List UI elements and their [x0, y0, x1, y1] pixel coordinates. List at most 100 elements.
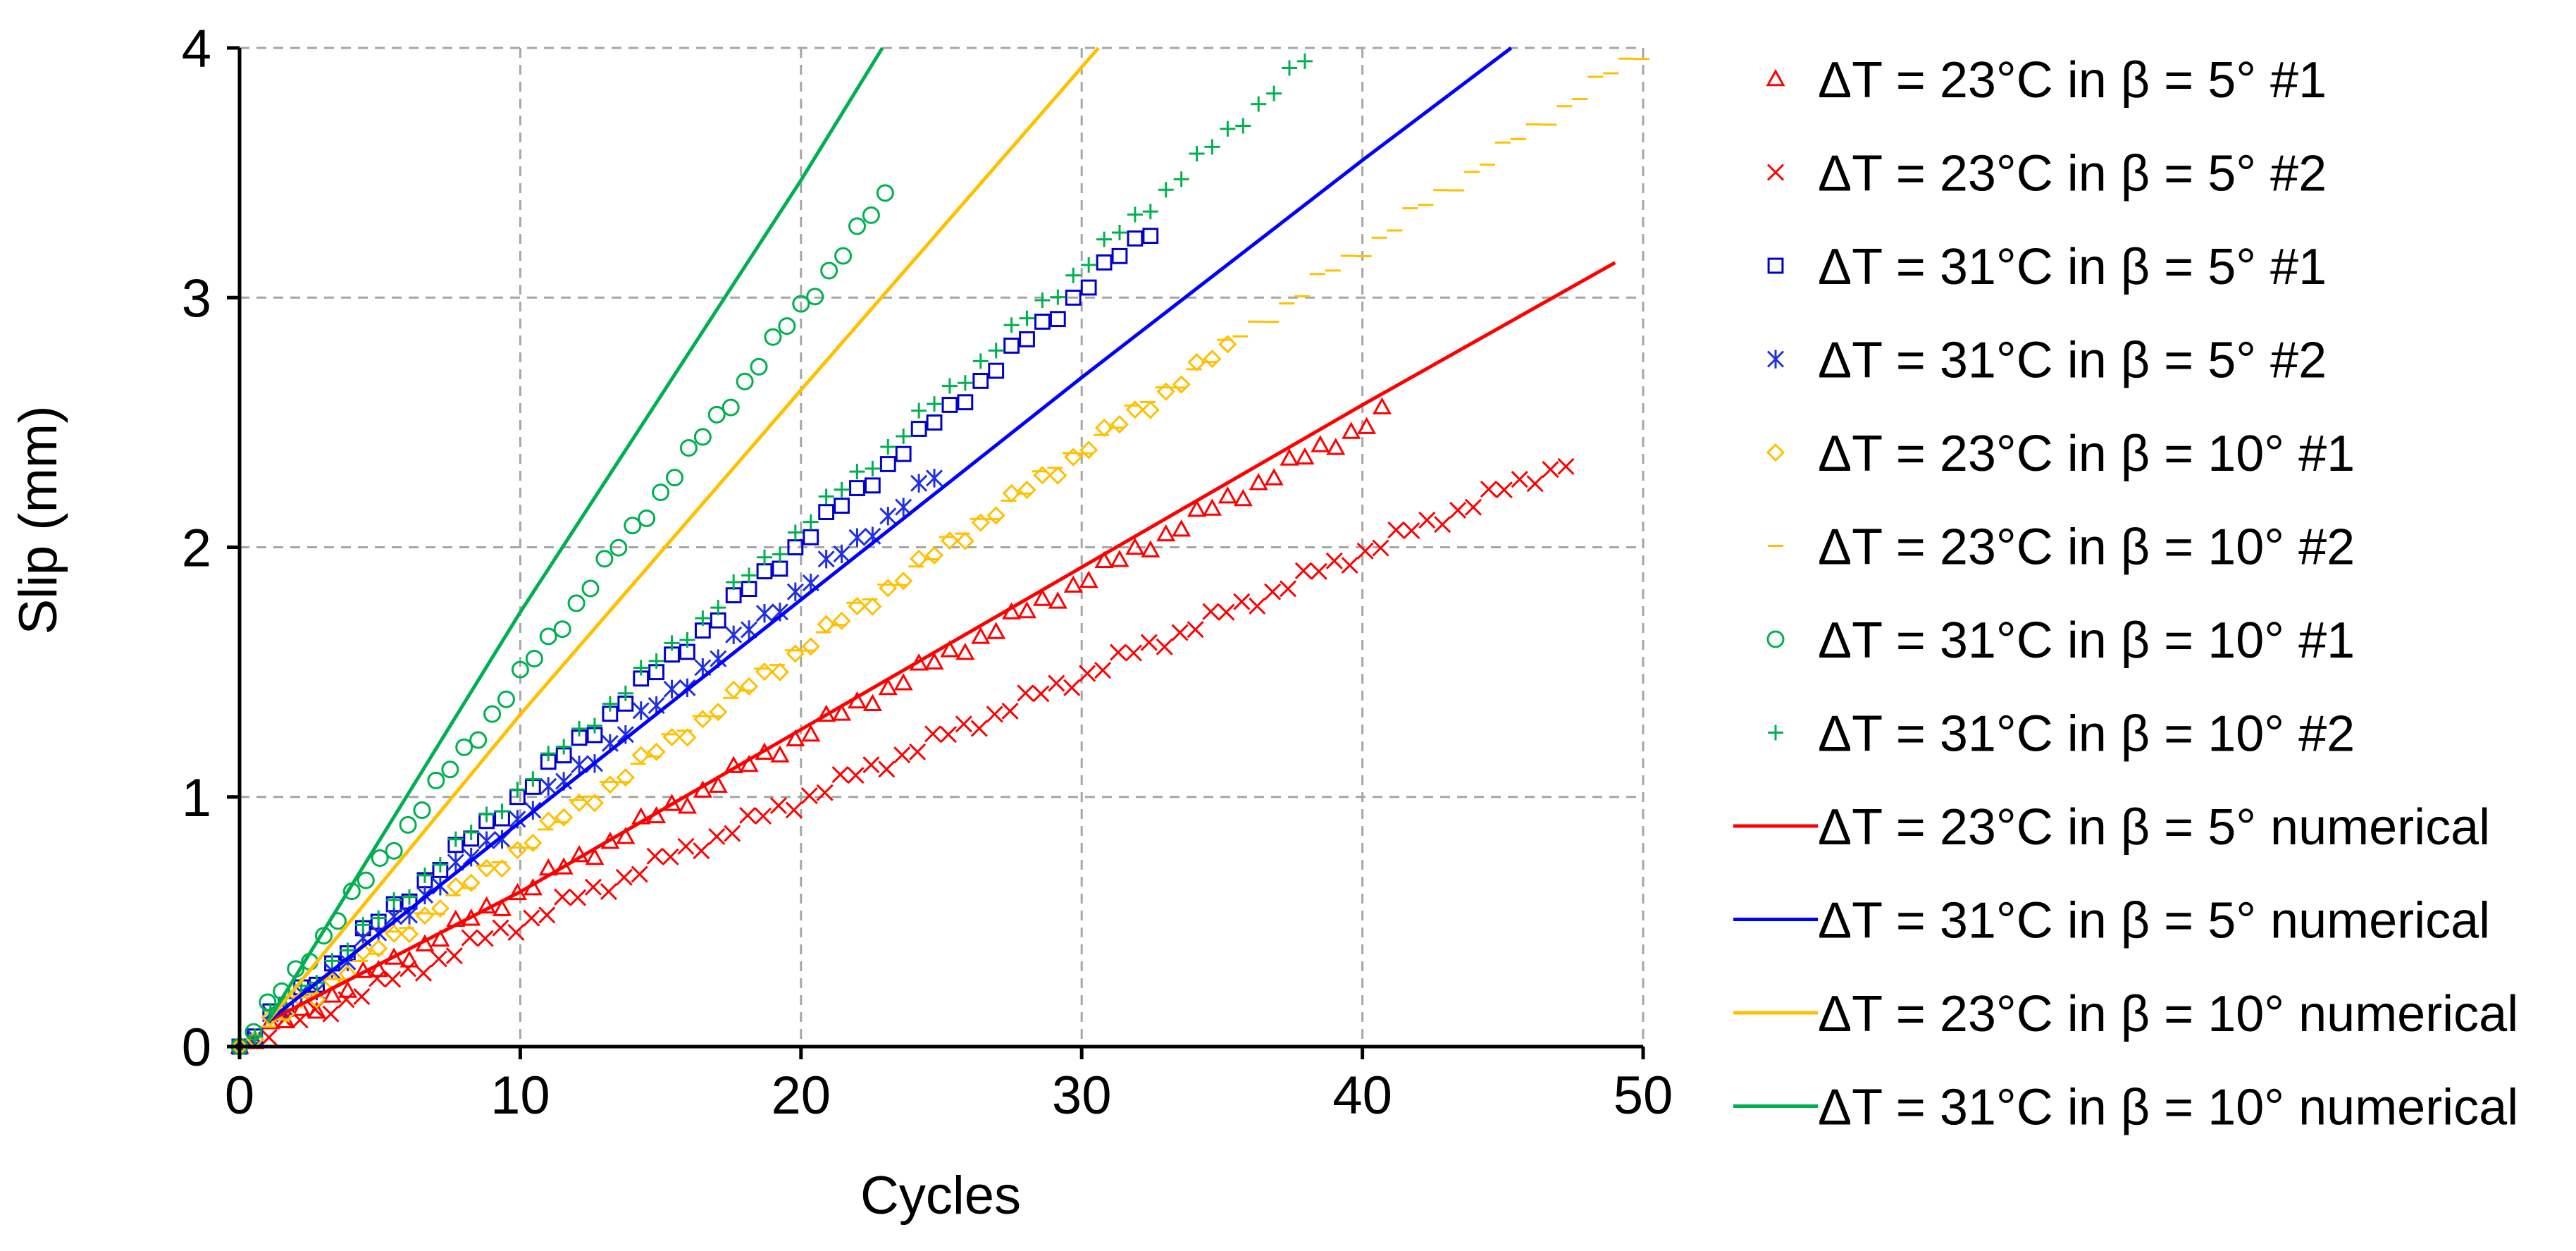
y-axis-label: Slip (mm): [8, 405, 68, 634]
y-tick-label: 4: [182, 19, 211, 79]
data-point: [1003, 338, 1020, 354]
data-point: [430, 950, 447, 968]
data-point: [554, 888, 571, 906]
data-point: [571, 720, 588, 737]
data-point: [371, 910, 387, 926]
data-point: [1342, 421, 1361, 439]
data-point: [849, 480, 865, 496]
x-axis-label: Cycles: [860, 1166, 1021, 1226]
data-point: [1049, 311, 1066, 328]
data-point: [1218, 603, 1235, 621]
data-point: [446, 877, 465, 896]
legend-marker-swatch: [1768, 725, 1783, 741]
data-point: [862, 694, 882, 712]
data-point: [1203, 350, 1222, 369]
numerical-line: [266, 47, 1513, 1023]
data-point: [595, 550, 614, 568]
data-point: [322, 1005, 340, 1023]
data-point: [494, 803, 510, 820]
legend-marker-swatch: [1767, 257, 1784, 274]
data-point: [817, 550, 835, 569]
data-point: [509, 782, 526, 798]
data-point: [1266, 85, 1282, 101]
data-point: [755, 604, 774, 623]
data-point: [1034, 292, 1051, 309]
data-point: [880, 438, 896, 455]
data-point: [462, 847, 480, 867]
series-layer: [230, 47, 1650, 1056]
data-point: [741, 581, 757, 598]
data-point: [750, 357, 768, 376]
x-tick-label: 20: [772, 1066, 831, 1126]
data-point: [1158, 182, 1174, 198]
data-point: [1464, 498, 1482, 516]
data-point: [427, 771, 445, 789]
data-point: [1172, 375, 1191, 394]
legend-label: ΔT = 31°C in β = 5° #2: [1818, 333, 2327, 389]
series-1: [230, 397, 1392, 1054]
data-point: [1156, 382, 1175, 401]
data-point: [679, 439, 698, 457]
legend-item: ΔT = 23°C in β = 10° #2: [1768, 519, 2355, 576]
data-point: [1449, 501, 1467, 519]
data-point: [617, 685, 633, 701]
data-point: [1127, 207, 1143, 223]
data-point: [955, 715, 972, 733]
data-point: [1032, 685, 1050, 703]
data-point: [1048, 674, 1065, 692]
data-point: [785, 801, 803, 819]
data-point: [455, 738, 473, 756]
data-point: [369, 970, 386, 987]
legend-item: ΔT = 23°C in β = 5° #1: [1766, 52, 2327, 109]
legend-label: ΔT = 23°C in β = 10° #1: [1818, 426, 2355, 482]
data-point: [1264, 583, 1282, 600]
legend: ΔT = 23°C in β = 5° #1 ΔT = 23°C in β = 5…: [1733, 52, 2518, 1136]
data-point: [806, 288, 824, 306]
numerical-line: [266, 47, 884, 1023]
data-point: [834, 498, 850, 514]
data-point: [1233, 488, 1253, 507]
legend-label: ΔT = 31°C in β = 5° #1: [1818, 239, 2327, 295]
data-point: [1218, 335, 1237, 354]
data-point: [432, 856, 448, 873]
data-point: [803, 529, 819, 546]
data-point: [357, 871, 375, 889]
data-point: [971, 513, 990, 532]
data-point: [539, 627, 557, 646]
series-5: [230, 335, 1237, 1056]
data-point: [1372, 397, 1392, 414]
data-point: [862, 756, 880, 774]
data-point: [988, 362, 1005, 379]
data-point: [1418, 511, 1436, 529]
data-point: [755, 662, 774, 682]
data-point: [369, 939, 388, 958]
data-point: [816, 784, 834, 801]
legend-item: ΔT = 31°C in β = 10° #2: [1768, 706, 2355, 763]
data-point: [291, 1011, 309, 1029]
data-point: [483, 705, 502, 723]
data-point: [1081, 257, 1097, 273]
data-point: [1171, 624, 1189, 641]
data-point: [679, 631, 695, 648]
data-point: [399, 960, 417, 978]
data-point: [770, 663, 790, 682]
data-point: [461, 929, 478, 947]
data-point: [924, 725, 942, 743]
numerical-line: [266, 261, 1616, 1023]
data-point: [307, 990, 326, 1009]
data-point: [1017, 684, 1034, 702]
data-point: [324, 953, 340, 969]
tick-layer: 0 10 20 30 40 50 0 1 2 3 4: [182, 19, 1673, 1126]
data-point: [260, 1028, 278, 1046]
data-point: [646, 847, 664, 865]
data-point: [792, 295, 810, 313]
legend-label: ΔT = 31°C in β = 5° numerical: [1818, 893, 2490, 949]
data-point: [340, 942, 356, 959]
legend-label: ΔT = 31°C in β = 10° #2: [1818, 706, 2355, 763]
data-point: [801, 637, 820, 656]
data-point: [1094, 662, 1112, 679]
data-point: [584, 878, 602, 896]
data-point: [1033, 466, 1052, 485]
